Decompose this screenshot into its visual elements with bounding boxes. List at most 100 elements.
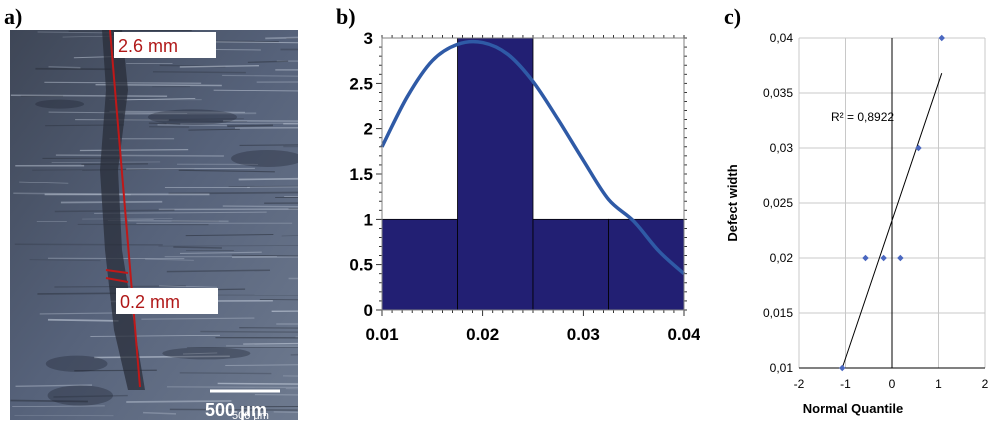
texture-streak <box>79 148 189 152</box>
texture-streak <box>281 235 298 237</box>
y-tick-label: 0,01 <box>770 361 794 375</box>
texture-streak <box>200 330 298 333</box>
y-tick-label: 2 <box>364 120 373 139</box>
texture-streak <box>179 65 259 68</box>
measurement-tick <box>105 269 129 274</box>
micrograph: 2.6 mm 0.2 mm 500 μm 500 μm <box>10 30 298 420</box>
x-tick-label: 0.04 <box>667 325 700 344</box>
texture-streak <box>10 94 168 97</box>
texture-streak <box>145 258 194 261</box>
top-measure-box <box>114 32 216 58</box>
texture-streak <box>238 177 298 181</box>
y-tick-label: 1.5 <box>349 165 373 184</box>
texture-streak <box>109 110 246 114</box>
texture-streak <box>227 124 273 128</box>
texture-streak <box>128 219 229 223</box>
texture-streak <box>283 375 298 377</box>
texture-streak <box>47 318 119 322</box>
texture-streak <box>48 65 81 69</box>
y-tick-label: 0,035 <box>763 86 793 100</box>
texture-streak <box>55 154 224 157</box>
y-tick-label: 0,03 <box>770 141 794 155</box>
texture-streak <box>148 122 181 125</box>
histogram-tick-labels: 0 0.5 1 1.5 2 2.5 3 0.01 0.02 0.03 0.04 <box>349 29 700 344</box>
histogram-bar <box>457 37 534 311</box>
y-tick-label: 0,025 <box>763 196 793 210</box>
texture-streak <box>10 399 88 403</box>
texture-streak <box>183 352 218 355</box>
texture-streak <box>158 285 218 288</box>
top-measure-label: 2.6 mm <box>118 36 178 56</box>
texture-streak <box>90 334 220 337</box>
texture-streak <box>68 30 192 32</box>
texture-streak <box>173 246 222 249</box>
x-tick-label: -1 <box>840 377 851 391</box>
x-tick-label: 0 <box>889 377 896 391</box>
texture-streak <box>185 234 274 237</box>
texture-streak <box>178 169 275 173</box>
texture-streak <box>265 36 298 40</box>
texture-streak <box>82 218 173 220</box>
texture-streak <box>225 364 298 367</box>
y-tick-label: 1 <box>364 210 373 229</box>
texture-streak <box>126 400 232 403</box>
texture-streak <box>239 144 298 146</box>
data-point <box>880 254 887 262</box>
texture-spot <box>162 347 251 360</box>
scale-bar-label: 500 μm <box>205 400 267 420</box>
texture-streak <box>247 186 298 188</box>
data-point <box>938 34 945 42</box>
texture-streak <box>94 355 230 359</box>
plot-frame <box>381 37 685 311</box>
data-point <box>897 254 904 262</box>
texture-streak <box>222 74 298 77</box>
y-tick-label: 0,015 <box>763 306 793 320</box>
qq-plot: 0,01 0,015 0,02 0,025 0,03 0,035 0,04 -2 -1 0 1 2 R… <box>725 31 989 416</box>
x-tick-label: -2 <box>794 377 805 391</box>
measurement-line <box>109 30 141 388</box>
texture-streak <box>157 124 227 127</box>
x-tick-label: 0.01 <box>365 325 398 344</box>
texture-streak <box>283 145 298 148</box>
texture-streak <box>259 299 298 301</box>
y-tick-label: 2.5 <box>349 74 373 93</box>
texture-streak <box>240 405 298 408</box>
texture-streak <box>35 67 112 71</box>
texture-streak <box>247 60 289 64</box>
texture-streak <box>169 408 298 411</box>
texture-streak <box>126 167 255 170</box>
histogram-bar <box>381 218 458 311</box>
x-tick-label: 0.02 <box>466 325 499 344</box>
scale-bar-sublabel: 500 μm <box>232 410 269 420</box>
texture-spot <box>231 150 298 167</box>
texture-streak <box>254 394 298 396</box>
texture-streak <box>74 369 157 372</box>
trendline <box>841 73 943 369</box>
texture-spot <box>35 99 85 109</box>
texture-streak <box>166 386 298 389</box>
y-tick-label: 0,04 <box>770 31 794 45</box>
texture-streak <box>166 122 298 125</box>
texture-streak <box>29 259 101 262</box>
micrograph-background <box>10 30 298 420</box>
data-point <box>915 144 922 152</box>
texture-streak <box>212 288 246 291</box>
texture-streak <box>15 384 93 387</box>
x-tick-label: 2 <box>982 377 989 391</box>
r-squared-label: R² = 0,8922 <box>831 110 894 124</box>
texture-streak <box>188 128 240 131</box>
texture-streak <box>273 411 298 413</box>
histogram-bar <box>532 218 609 311</box>
texture-streak <box>239 327 298 329</box>
texture-spot <box>45 355 108 372</box>
panel-label-b: b) <box>336 4 356 29</box>
texture-streak <box>158 245 298 247</box>
texture-streak <box>12 405 105 408</box>
texture-streak <box>228 185 298 188</box>
x-tick-label: 0.03 <box>567 325 600 344</box>
texture-streak <box>167 120 248 123</box>
texture-streak <box>141 317 255 320</box>
y-tick-label: 0.5 <box>349 256 373 275</box>
panel-label-c: c) <box>724 4 742 29</box>
texture-streak <box>123 112 257 115</box>
